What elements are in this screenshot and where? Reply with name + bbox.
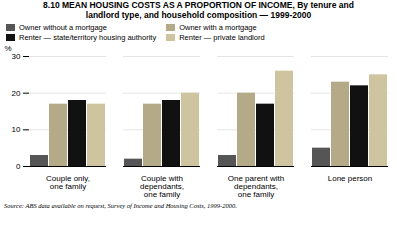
svg-text:Couple only,one family: Couple only,one family (46, 174, 90, 191)
svg-text:10: 10 (12, 125, 21, 134)
svg-text:%: % (5, 44, 12, 53)
html-text:Owner without a mortgage: Owner without a mortgage (19, 22, 107, 32)
html-text:Renter — private landlord: Renter — private landlord (179, 32, 265, 42)
svg-text:20: 20 (12, 88, 21, 97)
svg-text:0: 0 (16, 162, 21, 171)
svg-text:30: 30 (12, 52, 21, 61)
svg-text:Couple withdependants,one fami: Couple withdependants,one family (140, 174, 184, 199)
html-text:8.10 MEAN HOUSING COSTS AS A P: 8.10 MEAN HOUSING COSTS AS A PROPORTION … (43, 0, 354, 20)
svg-text:Lone person: Lone person (328, 174, 372, 183)
html-text:Source: ABS data available on: Source: ABS data available on request, S… (4, 201, 237, 209)
html-text:Owner with a mortgage: Owner with a mortgage (179, 22, 257, 32)
svg-text:One parent withdependants,one: One parent withdependants,one family (228, 174, 284, 199)
html-text:Renter — state/territory housi: Renter — state/territory housing authori… (19, 32, 157, 42)
